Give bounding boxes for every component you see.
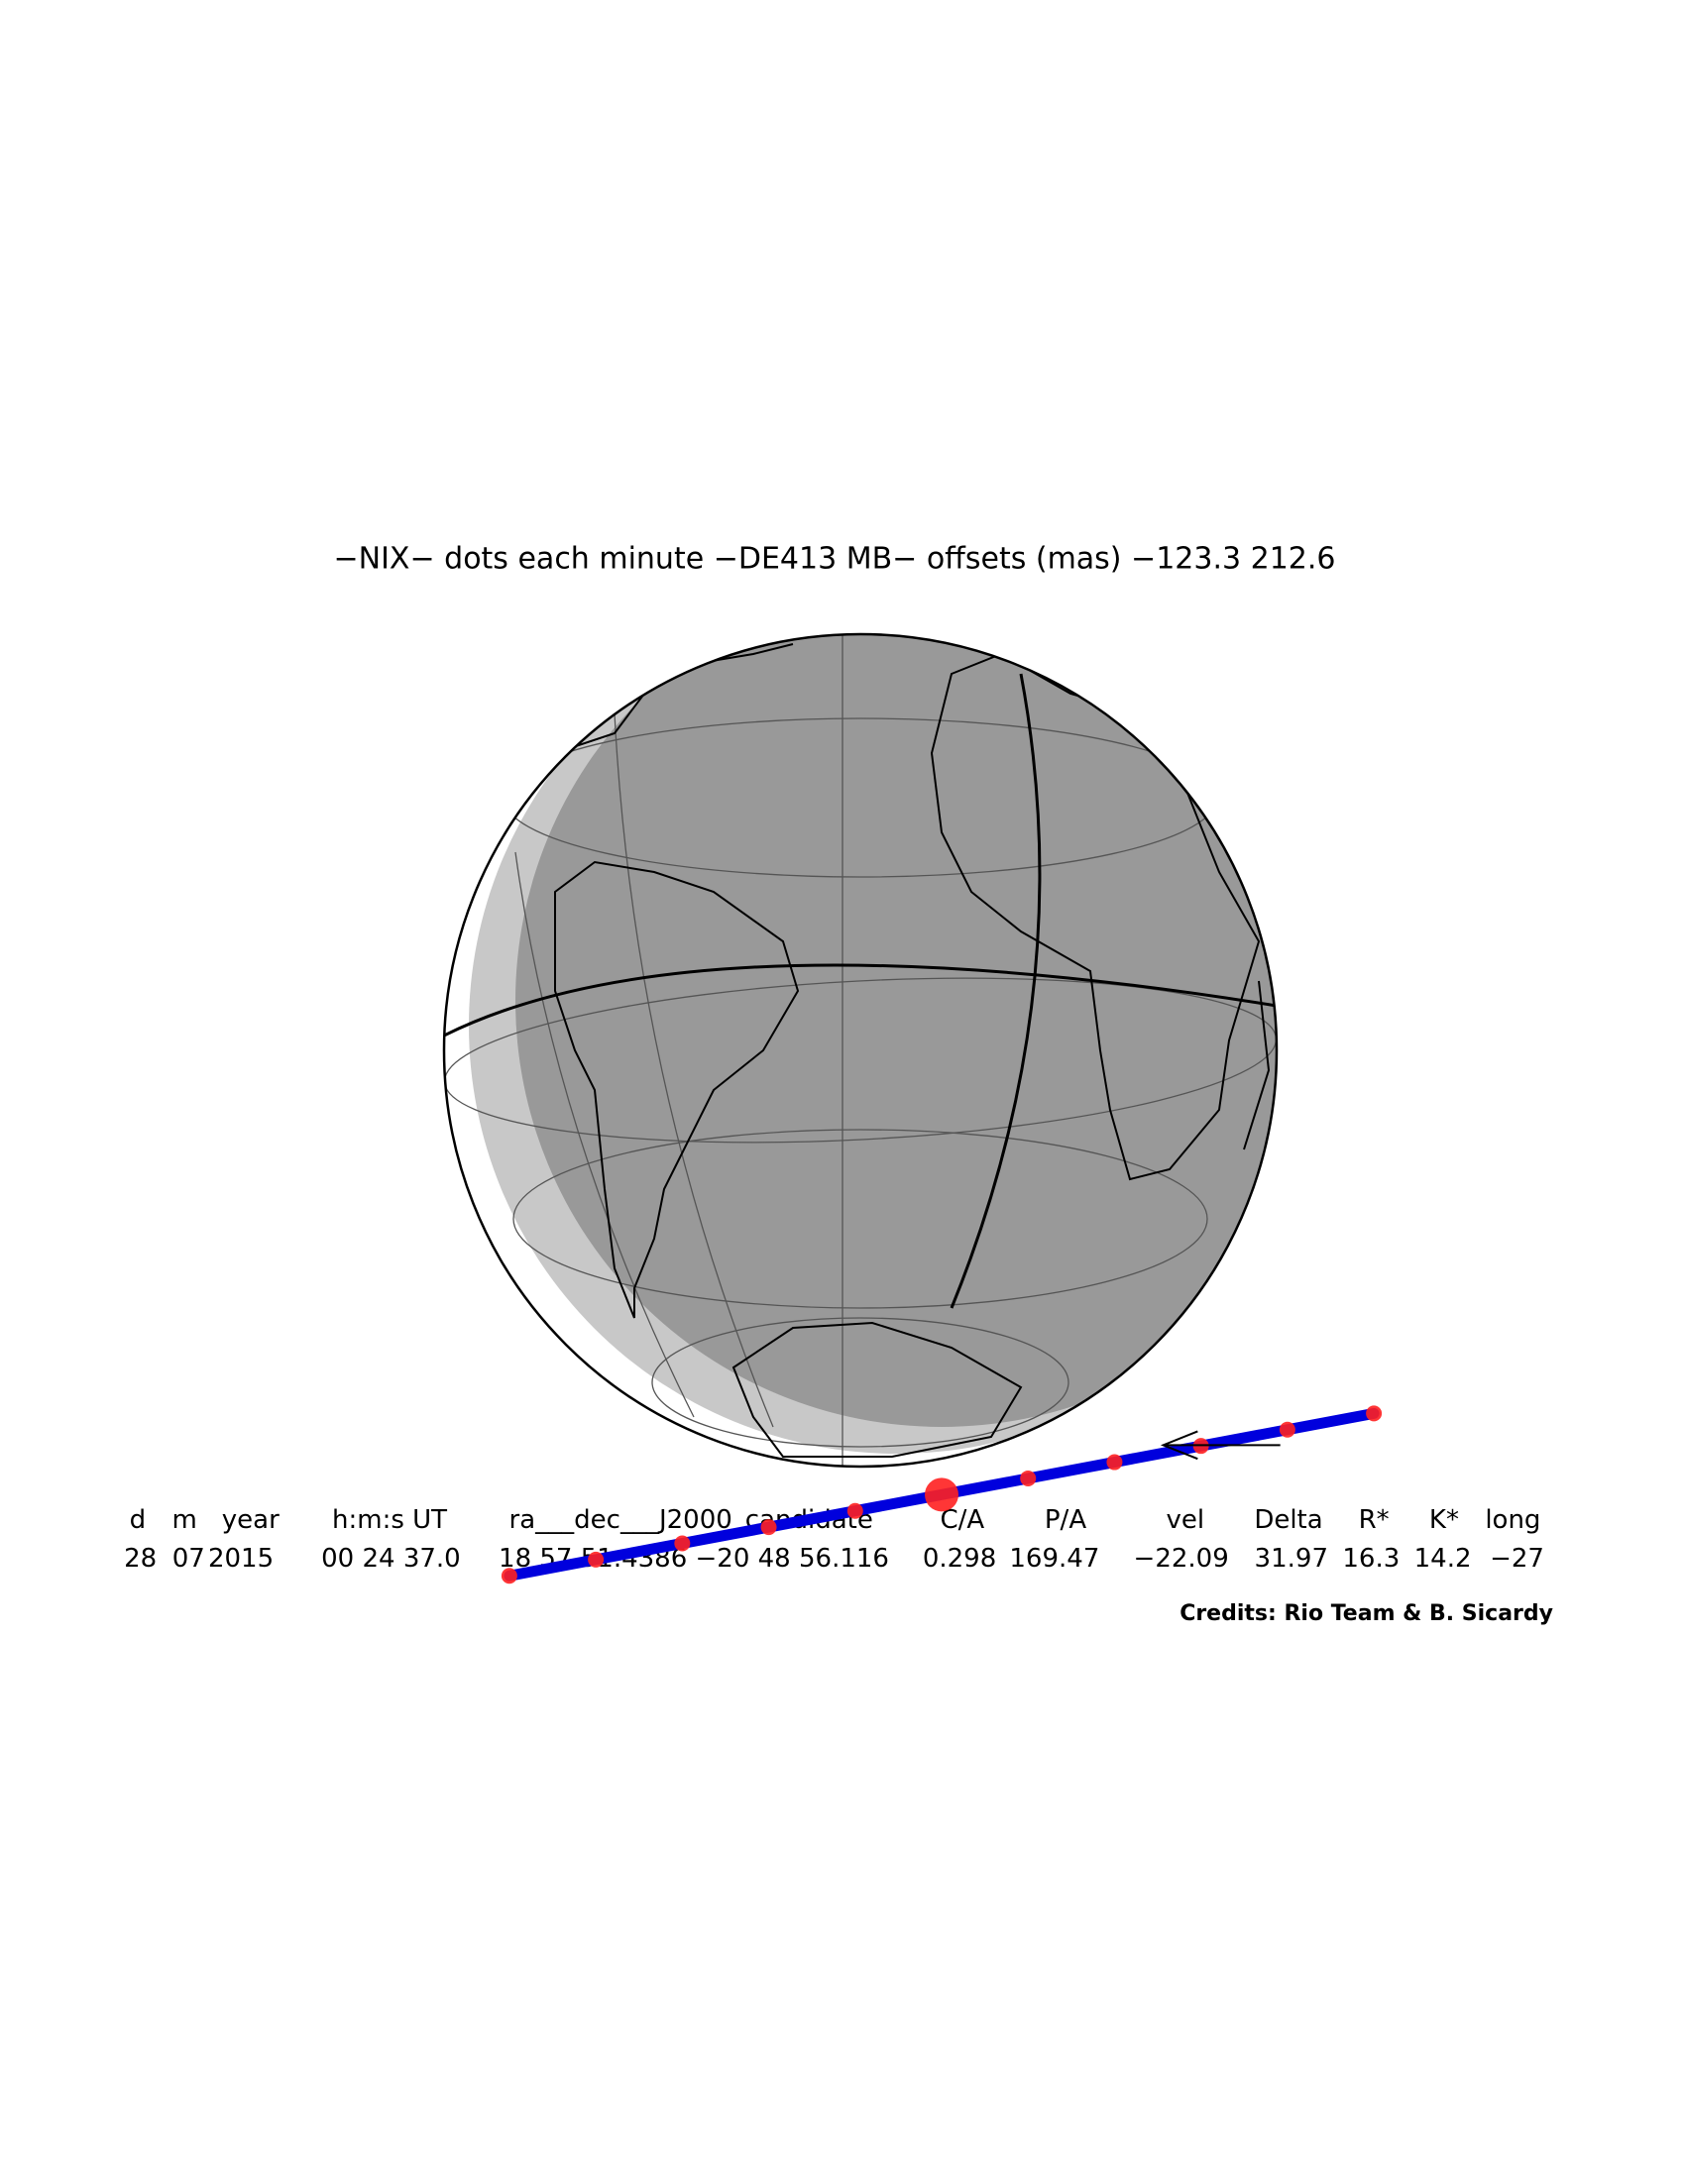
header-cell: h:m:s UT xyxy=(332,1505,447,1535)
minute-dot xyxy=(501,1568,517,1584)
value-cell: 0.298 xyxy=(923,1544,996,1574)
header-cell: vel xyxy=(1167,1505,1205,1535)
header-cell: K* xyxy=(1429,1505,1459,1535)
minute-dot xyxy=(846,1502,863,1519)
header-cell: m xyxy=(171,1505,196,1535)
header-cell: R* xyxy=(1359,1505,1390,1535)
globe-outline xyxy=(442,632,1279,1469)
header-cell: year xyxy=(222,1505,280,1535)
value-cell: 2015 xyxy=(208,1544,274,1574)
minute-dot xyxy=(588,1551,605,1568)
minute-dot xyxy=(1020,1470,1037,1486)
data-table: d m year h:m:s UT ra___dec___J2000_candidate… xyxy=(124,1505,1544,1574)
value-cell: −22.09 xyxy=(1134,1544,1229,1574)
value-cell: 00 24 37.0 xyxy=(321,1544,461,1574)
direction-arrow xyxy=(1160,1430,1281,1461)
minute-dot xyxy=(674,1535,691,1552)
header-cell: P/A xyxy=(1045,1505,1086,1535)
header-cell: long xyxy=(1485,1505,1540,1535)
graticule xyxy=(444,634,1277,1467)
value-cell: 169.47 xyxy=(1009,1544,1099,1574)
minute-dot xyxy=(760,1519,777,1536)
globe xyxy=(442,632,1279,1469)
value-cell: 14.2 xyxy=(1414,1544,1472,1574)
value-cell: 16.3 xyxy=(1342,1544,1400,1574)
closest-approach-dot xyxy=(925,1477,958,1512)
shadow-track xyxy=(501,1405,1383,1584)
minute-dot xyxy=(1279,1421,1295,1438)
night-zone xyxy=(515,634,1277,1427)
credits: Credits: Rio Team & B. Sicardy xyxy=(1180,1601,1553,1626)
shadow-limits xyxy=(444,673,1277,1309)
title: −NIX− dots each minute −DE413 MB− offset… xyxy=(334,542,1336,577)
value-cell: 28 xyxy=(124,1544,157,1574)
header-cell: d xyxy=(130,1505,147,1535)
header-cell: Delta xyxy=(1254,1505,1322,1535)
value-cell: 07 xyxy=(172,1544,205,1574)
minute-dot xyxy=(1106,1454,1123,1471)
minute-dot xyxy=(1366,1405,1383,1422)
value-cell: −27 xyxy=(1490,1544,1544,1574)
value-cell: 31.97 xyxy=(1255,1544,1328,1574)
